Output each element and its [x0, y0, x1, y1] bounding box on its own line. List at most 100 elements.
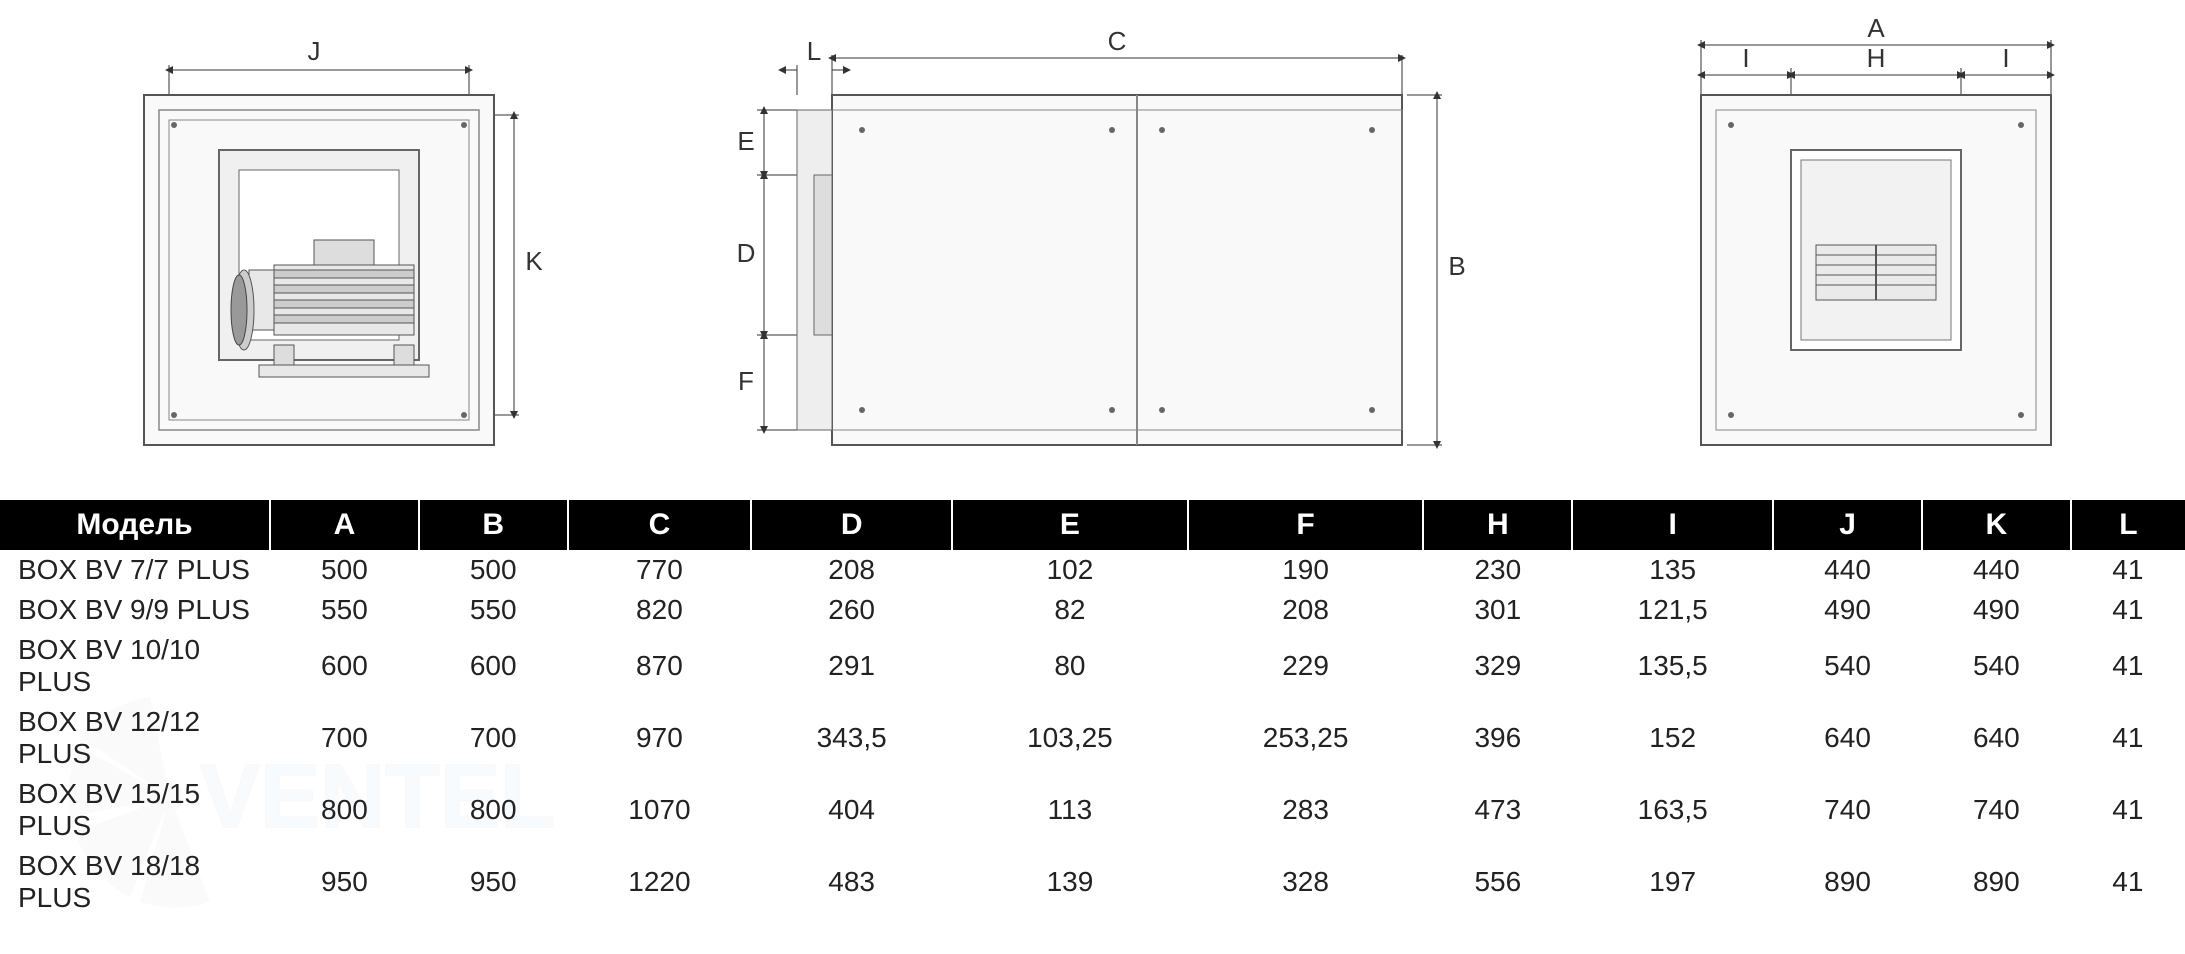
dim-label-e: E	[738, 126, 755, 156]
table-row: BOX BV 9/9 PLUS55055082026082208301121,5…	[0, 590, 2185, 630]
value-cell: 820	[568, 590, 752, 630]
value-cell: 473	[1423, 774, 1572, 846]
model-cell: BOX BV 9/9 PLUS	[0, 590, 270, 630]
value-cell: 102	[952, 550, 1188, 590]
value-cell: 770	[568, 550, 752, 590]
value-cell: 103,25	[952, 702, 1188, 774]
value-cell: 328	[1188, 846, 1424, 918]
value-cell: 600	[419, 630, 568, 702]
dimensions-table: МодельABCDEFHIJKL BOX BV 7/7 PLUS5005007…	[0, 500, 2185, 918]
value-cell: 404	[751, 774, 952, 846]
diagram-row: J K	[0, 0, 2185, 500]
value-cell: 139	[952, 846, 1188, 918]
value-cell: 540	[1773, 630, 1922, 702]
dim-label-d: D	[737, 238, 756, 268]
value-cell: 230	[1423, 550, 1572, 590]
value-cell: 500	[419, 550, 568, 590]
value-cell: 41	[2071, 774, 2185, 846]
value-cell: 440	[1922, 550, 2071, 590]
model-cell: BOX BV 15/15 PLUS	[0, 774, 270, 846]
value-cell: 197	[1572, 846, 1773, 918]
value-cell: 41	[2071, 590, 2185, 630]
model-cell: BOX BV 7/7 PLUS	[0, 550, 270, 590]
dim-label-l: L	[807, 36, 821, 66]
col-header: B	[419, 500, 568, 550]
value-cell: 800	[419, 774, 568, 846]
value-cell: 556	[1423, 846, 1572, 918]
value-cell: 329	[1423, 630, 1572, 702]
value-cell: 890	[1773, 846, 1922, 918]
value-cell: 950	[270, 846, 419, 918]
value-cell: 1070	[568, 774, 752, 846]
value-cell: 113	[952, 774, 1188, 846]
model-cell: BOX BV 10/10 PLUS	[0, 630, 270, 702]
value-cell: 550	[270, 590, 419, 630]
dim-label-j: J	[308, 36, 321, 66]
col-header: A	[270, 500, 419, 550]
value-cell: 490	[1773, 590, 1922, 630]
table-row: BOX BV 15/15 PLUS80080010704041132834731…	[0, 774, 2185, 846]
value-cell: 540	[1922, 630, 2071, 702]
value-cell: 135	[1572, 550, 1773, 590]
value-cell: 260	[751, 590, 952, 630]
value-cell: 700	[419, 702, 568, 774]
value-cell: 440	[1773, 550, 1922, 590]
value-cell: 41	[2071, 846, 2185, 918]
value-cell: 890	[1922, 846, 2071, 918]
table-row: BOX BV 18/18 PLUS95095012204831393285561…	[0, 846, 2185, 918]
dim-label-f: F	[739, 366, 755, 396]
value-cell: 640	[1773, 702, 1922, 774]
value-cell: 550	[419, 590, 568, 630]
value-cell: 208	[1188, 590, 1424, 630]
col-header: Модель	[0, 500, 270, 550]
value-cell: 283	[1188, 774, 1424, 846]
value-cell: 343,5	[751, 702, 952, 774]
col-header: L	[2071, 500, 2185, 550]
diagram-front-view: J K	[74, 10, 554, 497]
dim-label-i-right: I	[2002, 43, 2009, 73]
page-root: VENTEL J	[0, 0, 2185, 918]
value-cell: 163,5	[1572, 774, 1773, 846]
value-cell: 301	[1423, 590, 1572, 630]
value-cell: 950	[419, 846, 568, 918]
dim-label-k: K	[525, 246, 543, 276]
value-cell: 740	[1773, 774, 1922, 846]
value-cell: 700	[270, 702, 419, 774]
col-header: D	[751, 500, 952, 550]
dim-label-b: B	[1449, 251, 1466, 281]
table-row: BOX BV 12/12 PLUS700700970343,5103,25253…	[0, 702, 2185, 774]
col-header: I	[1572, 500, 1773, 550]
value-cell: 82	[952, 590, 1188, 630]
value-cell: 121,5	[1572, 590, 1773, 630]
value-cell: 208	[751, 550, 952, 590]
value-cell: 490	[1922, 590, 2071, 630]
value-cell: 500	[270, 550, 419, 590]
value-cell: 291	[751, 630, 952, 702]
value-cell: 1220	[568, 846, 752, 918]
value-cell: 229	[1188, 630, 1424, 702]
dim-label-c: C	[1108, 26, 1127, 56]
col-header: H	[1423, 500, 1572, 550]
col-header: K	[1922, 500, 2071, 550]
col-header: C	[568, 500, 752, 550]
value-cell: 800	[270, 774, 419, 846]
col-header: F	[1188, 500, 1424, 550]
value-cell: 740	[1922, 774, 2071, 846]
value-cell: 640	[1922, 702, 2071, 774]
dim-label-h: H	[1866, 43, 1885, 73]
value-cell: 253,25	[1188, 702, 1424, 774]
diagram-side-view: L C B E D F	[702, 10, 1482, 497]
value-cell: 870	[568, 630, 752, 702]
value-cell: 135,5	[1572, 630, 1773, 702]
dim-label-a: A	[1867, 13, 1885, 43]
value-cell: 41	[2071, 630, 2185, 702]
value-cell: 41	[2071, 550, 2185, 590]
model-cell: BOX BV 12/12 PLUS	[0, 702, 270, 774]
table-body: BOX BV 7/7 PLUS5005007702081021902301354…	[0, 550, 2185, 918]
table-row: BOX BV 7/7 PLUS5005007702081021902301354…	[0, 550, 2185, 590]
col-header: J	[1773, 500, 1922, 550]
model-cell: BOX BV 18/18 PLUS	[0, 846, 270, 918]
value-cell: 41	[2071, 702, 2185, 774]
value-cell: 190	[1188, 550, 1424, 590]
table-header: МодельABCDEFHIJKL	[0, 500, 2185, 550]
